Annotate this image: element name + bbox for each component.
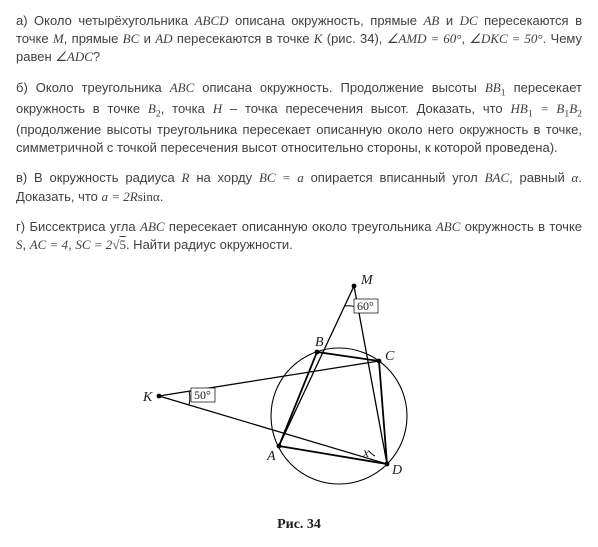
sym-eq-b: B: [569, 101, 577, 116]
sym-dc: DC: [460, 13, 478, 28]
sym-amd: ∠AMD = 60°: [387, 31, 462, 46]
sym-abcd: ABCD: [195, 13, 229, 28]
sym-abc2-g: ABC: [436, 219, 461, 234]
angle-arc-k: [189, 391, 190, 405]
text: описана окружность. Продолжение высоты: [194, 80, 485, 95]
problem-v: в) В окружность радиуса R на хорду BC = …: [16, 169, 582, 205]
sym-formula-r: sinα: [138, 189, 160, 204]
sym-formula-l: a = 2R: [102, 189, 138, 204]
sym-ab: AB: [423, 13, 439, 28]
label-k: K: [142, 390, 153, 405]
text: г) Биссектриса угла: [16, 219, 140, 234]
sym-m: M: [53, 31, 64, 46]
sym-dkc: ∠DKC = 50°: [469, 31, 542, 46]
sym-eq-mid: = B: [533, 101, 565, 116]
figure-svg: M K B C A D x 60° 50°: [129, 266, 469, 506]
sym-bac: BAC: [485, 170, 510, 185]
problem-g: г) Биссектриса угла ABC пересекает описа…: [16, 218, 582, 254]
text: б) Около треугольника: [16, 80, 170, 95]
problem-a: а) Около четырёхугольника ABCD описана о…: [16, 12, 582, 67]
angle-arc-d: [369, 451, 375, 456]
text: а) Около четырёхугольника: [16, 13, 195, 28]
sym-bc: BC: [123, 31, 140, 46]
text: ,: [23, 237, 30, 252]
sub-2b: 2: [577, 108, 582, 119]
sym-abc: ABC: [170, 80, 195, 95]
figure-caption: Рис. 34: [16, 515, 582, 535]
text: , точка: [161, 101, 213, 116]
sym-b2: B: [148, 101, 156, 116]
sym-sc-l: SC = 2: [75, 237, 112, 252]
text: (продолжение высоты треугольника пересек…: [16, 122, 582, 155]
text: пересекаются в точке: [173, 31, 314, 46]
text: , прямые: [64, 31, 123, 46]
sym-bca: BC = a: [259, 170, 304, 185]
label-a: A: [266, 449, 276, 464]
text: , равный: [509, 170, 571, 185]
text: .: [160, 189, 164, 204]
sym-h: H: [213, 101, 222, 116]
label-c: C: [385, 349, 395, 364]
angle-k: 50°: [194, 388, 211, 402]
text: и: [139, 31, 155, 46]
text: в) В окружность радиуса: [16, 170, 182, 185]
label-m: M: [360, 273, 374, 288]
text: пересекает описанную около треугольника: [165, 219, 436, 234]
text: на хорду: [190, 170, 259, 185]
text: . Найти радиус окружности.: [126, 237, 293, 252]
sym-abc-g: ABC: [140, 219, 165, 234]
sym-bb1: BB: [485, 80, 501, 95]
text: и: [439, 13, 459, 28]
sym-r: R: [182, 170, 190, 185]
sym-ad: AD: [155, 31, 172, 46]
angle-m: 60°: [357, 299, 374, 313]
sym-eq: HB: [510, 101, 527, 116]
text: (рис. 34),: [322, 31, 386, 46]
text: – точка пересечения высот. Доказать, что: [222, 101, 510, 116]
text: описана окружность, прямые: [229, 13, 424, 28]
text: ?: [93, 49, 100, 64]
sym-ac: AC = 4: [30, 237, 68, 252]
text: опирается вписанный угол: [304, 170, 485, 185]
sym-adc: ∠ADC: [55, 49, 93, 64]
text: окружность в точке: [460, 219, 582, 234]
label-d: D: [391, 463, 402, 478]
geom: [159, 286, 387, 464]
label-x: x: [362, 446, 370, 461]
figure-34: M K B C A D x 60° 50° Рис. 34: [16, 266, 582, 535]
label-b: B: [315, 335, 324, 350]
problem-b: б) Около треугольника ABC описана окружн…: [16, 79, 582, 158]
